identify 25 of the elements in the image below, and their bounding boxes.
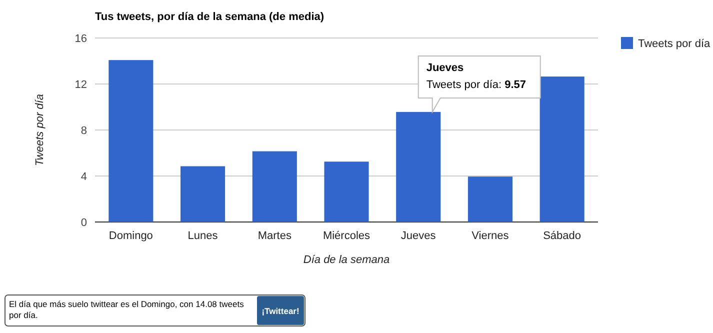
bar [540, 76, 584, 222]
text: El día que más suelo twittear es el Domingo, con 14.08 tweets por día. [9, 299, 244, 320]
x-tick-label: Viernes [472, 230, 510, 242]
y-tick-label: 0 [80, 216, 87, 229]
bar [252, 151, 297, 222]
y-axis-title: Tweets por día [34, 94, 46, 166]
y-tick-label: 16 [74, 32, 87, 45]
x-tick-label: Jueves [400, 230, 436, 242]
y-tick-label: 4 [80, 170, 87, 183]
bar [468, 176, 512, 222]
x-tick-label: Lunes [188, 230, 218, 242]
legend-label: Tweets por día [638, 38, 712, 50]
x-tick-label: Miércoles [322, 230, 371, 242]
text: ¡Twittear! [262, 306, 300, 316]
y-tick-label: 8 [80, 124, 87, 137]
x-tick-label: Martes [258, 230, 292, 242]
y-tick-label: 12 [74, 78, 87, 91]
chart-title: Tus tweets, por día de la semana (de media) [95, 11, 324, 23]
bar [324, 162, 369, 222]
bar [180, 166, 226, 222]
annotation: Jueves Tweets por día: 9.57 [426, 62, 526, 91]
x-axis-title: Día de la semana [303, 254, 390, 266]
bar [108, 60, 154, 222]
x-tick-label: Sábado [543, 230, 582, 242]
x-tick-label: Domingo [108, 230, 153, 242]
